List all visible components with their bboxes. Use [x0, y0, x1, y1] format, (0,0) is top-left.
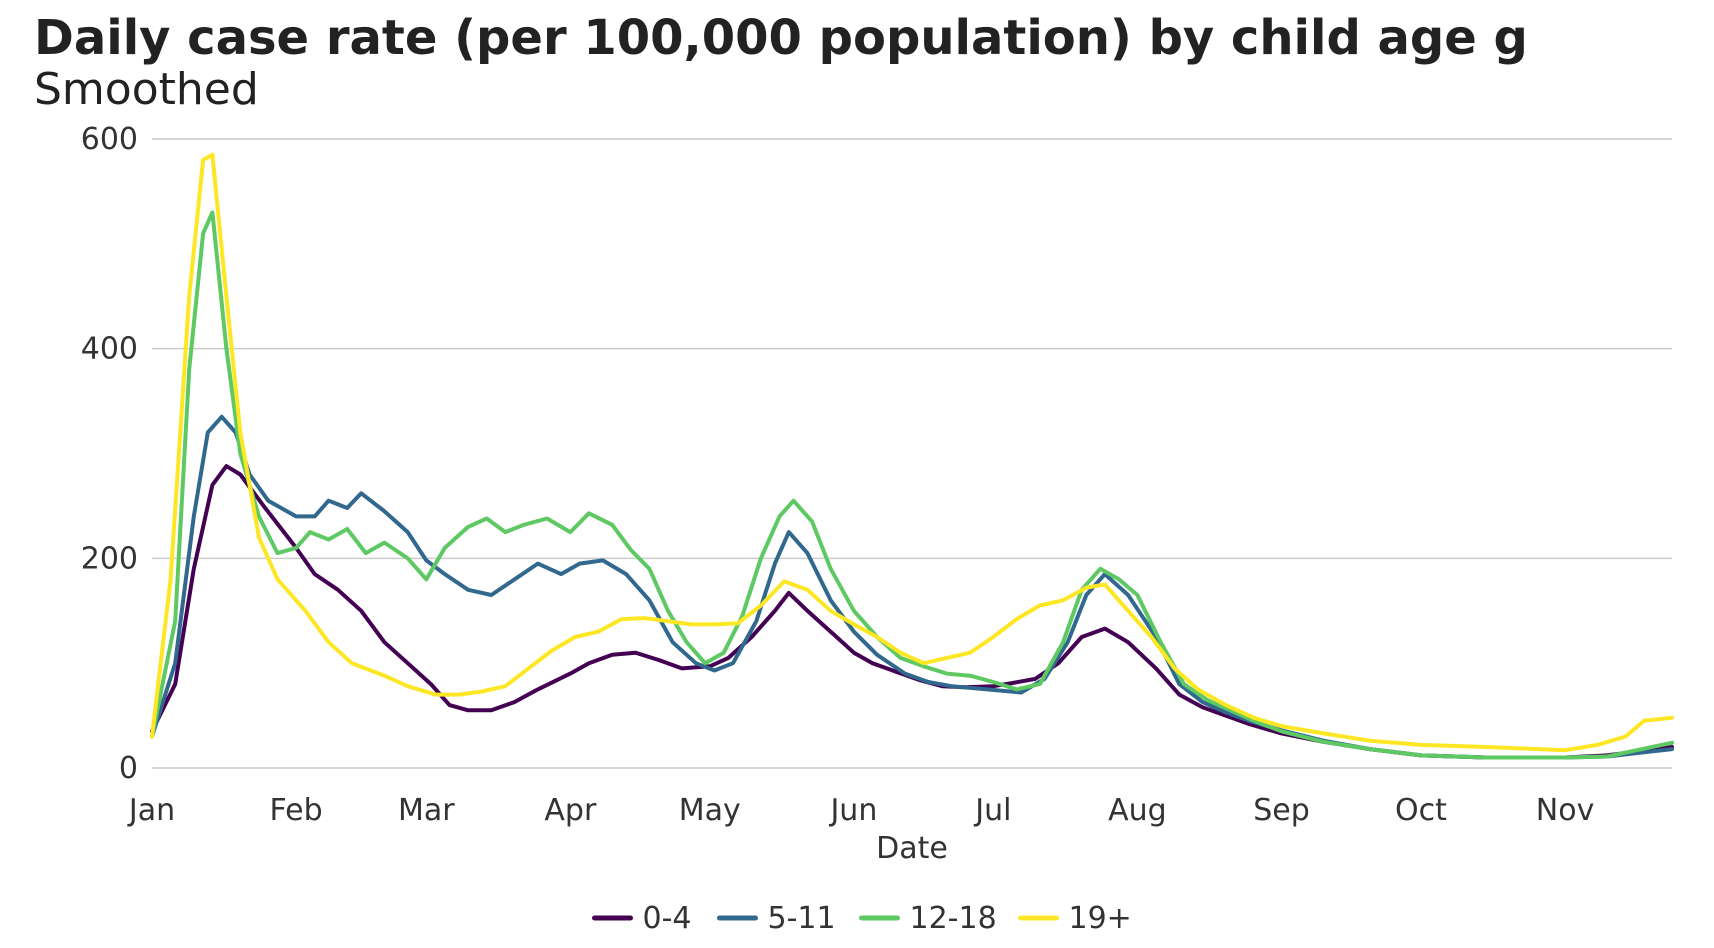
x-tick-label: Aug	[1108, 793, 1167, 828]
gridlines	[152, 138, 1672, 769]
series-line-0-4	[150, 464, 1674, 760]
x-axis-title: Date	[876, 831, 948, 866]
x-tick-label: Feb	[270, 793, 323, 828]
x-axis-ticks: Jan Feb Mar Apr May Jun Jul Aug Sep Oct Nov	[127, 793, 1594, 828]
legend-label: 19+	[1069, 901, 1132, 936]
x-tick-label: Oct	[1395, 793, 1447, 828]
x-tick-label: May	[679, 793, 741, 828]
y-tick-label: 400	[81, 332, 138, 367]
x-tick-label: Apr	[544, 793, 597, 828]
series-line-19+	[150, 152, 1674, 753]
series-line-12-18	[150, 210, 1674, 760]
y-tick-label: 200	[81, 541, 138, 576]
series-line-5-11	[150, 414, 1674, 760]
series-lines	[150, 152, 1674, 760]
y-axis-ticks: 0 200 400 600	[81, 122, 138, 786]
x-tick-label: Mar	[398, 793, 455, 828]
x-tick-label: Jan	[127, 793, 175, 828]
legend-label: 12-18	[910, 901, 997, 936]
y-tick-label: 0	[119, 751, 138, 786]
x-tick-label: Jul	[973, 793, 1011, 828]
x-tick-label: Sep	[1253, 793, 1310, 828]
chart-subtitle: Smoothed	[34, 64, 259, 115]
x-tick-label: Nov	[1536, 793, 1595, 828]
chart-title: Daily case rate (per 100,000 population)…	[34, 10, 1528, 66]
legend-label: 0-4	[643, 901, 692, 936]
y-tick-label: 600	[81, 122, 138, 157]
legend-label: 5-11	[768, 901, 836, 936]
legend: 0-4 5-11 12-18 19+	[592, 901, 1132, 936]
x-tick-label: Jun	[828, 793, 877, 828]
